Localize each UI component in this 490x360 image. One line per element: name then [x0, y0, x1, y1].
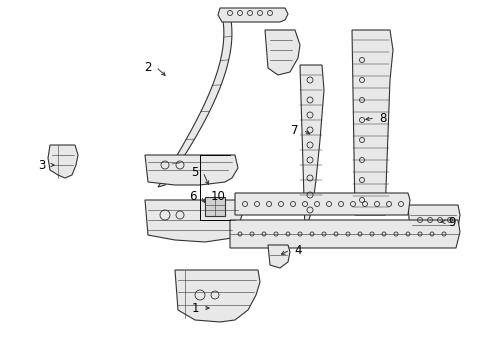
- Text: 9: 9: [448, 216, 456, 229]
- Polygon shape: [268, 245, 290, 268]
- Polygon shape: [408, 205, 460, 242]
- Polygon shape: [218, 8, 288, 22]
- Text: 6: 6: [189, 189, 197, 202]
- Polygon shape: [48, 145, 78, 178]
- Polygon shape: [230, 220, 460, 248]
- Polygon shape: [175, 270, 260, 322]
- Text: 4: 4: [294, 243, 302, 256]
- Text: 3: 3: [38, 158, 46, 171]
- Text: 10: 10: [211, 189, 225, 202]
- Polygon shape: [205, 197, 225, 216]
- Polygon shape: [235, 193, 410, 215]
- Text: 7: 7: [291, 123, 299, 136]
- Polygon shape: [352, 30, 393, 215]
- Polygon shape: [145, 155, 238, 185]
- Text: 1: 1: [191, 302, 199, 315]
- Text: 2: 2: [144, 60, 152, 73]
- Polygon shape: [158, 15, 232, 187]
- Text: 8: 8: [379, 112, 387, 125]
- Polygon shape: [300, 65, 324, 232]
- Polygon shape: [265, 30, 300, 75]
- Text: 5: 5: [191, 166, 198, 179]
- Polygon shape: [145, 200, 242, 242]
